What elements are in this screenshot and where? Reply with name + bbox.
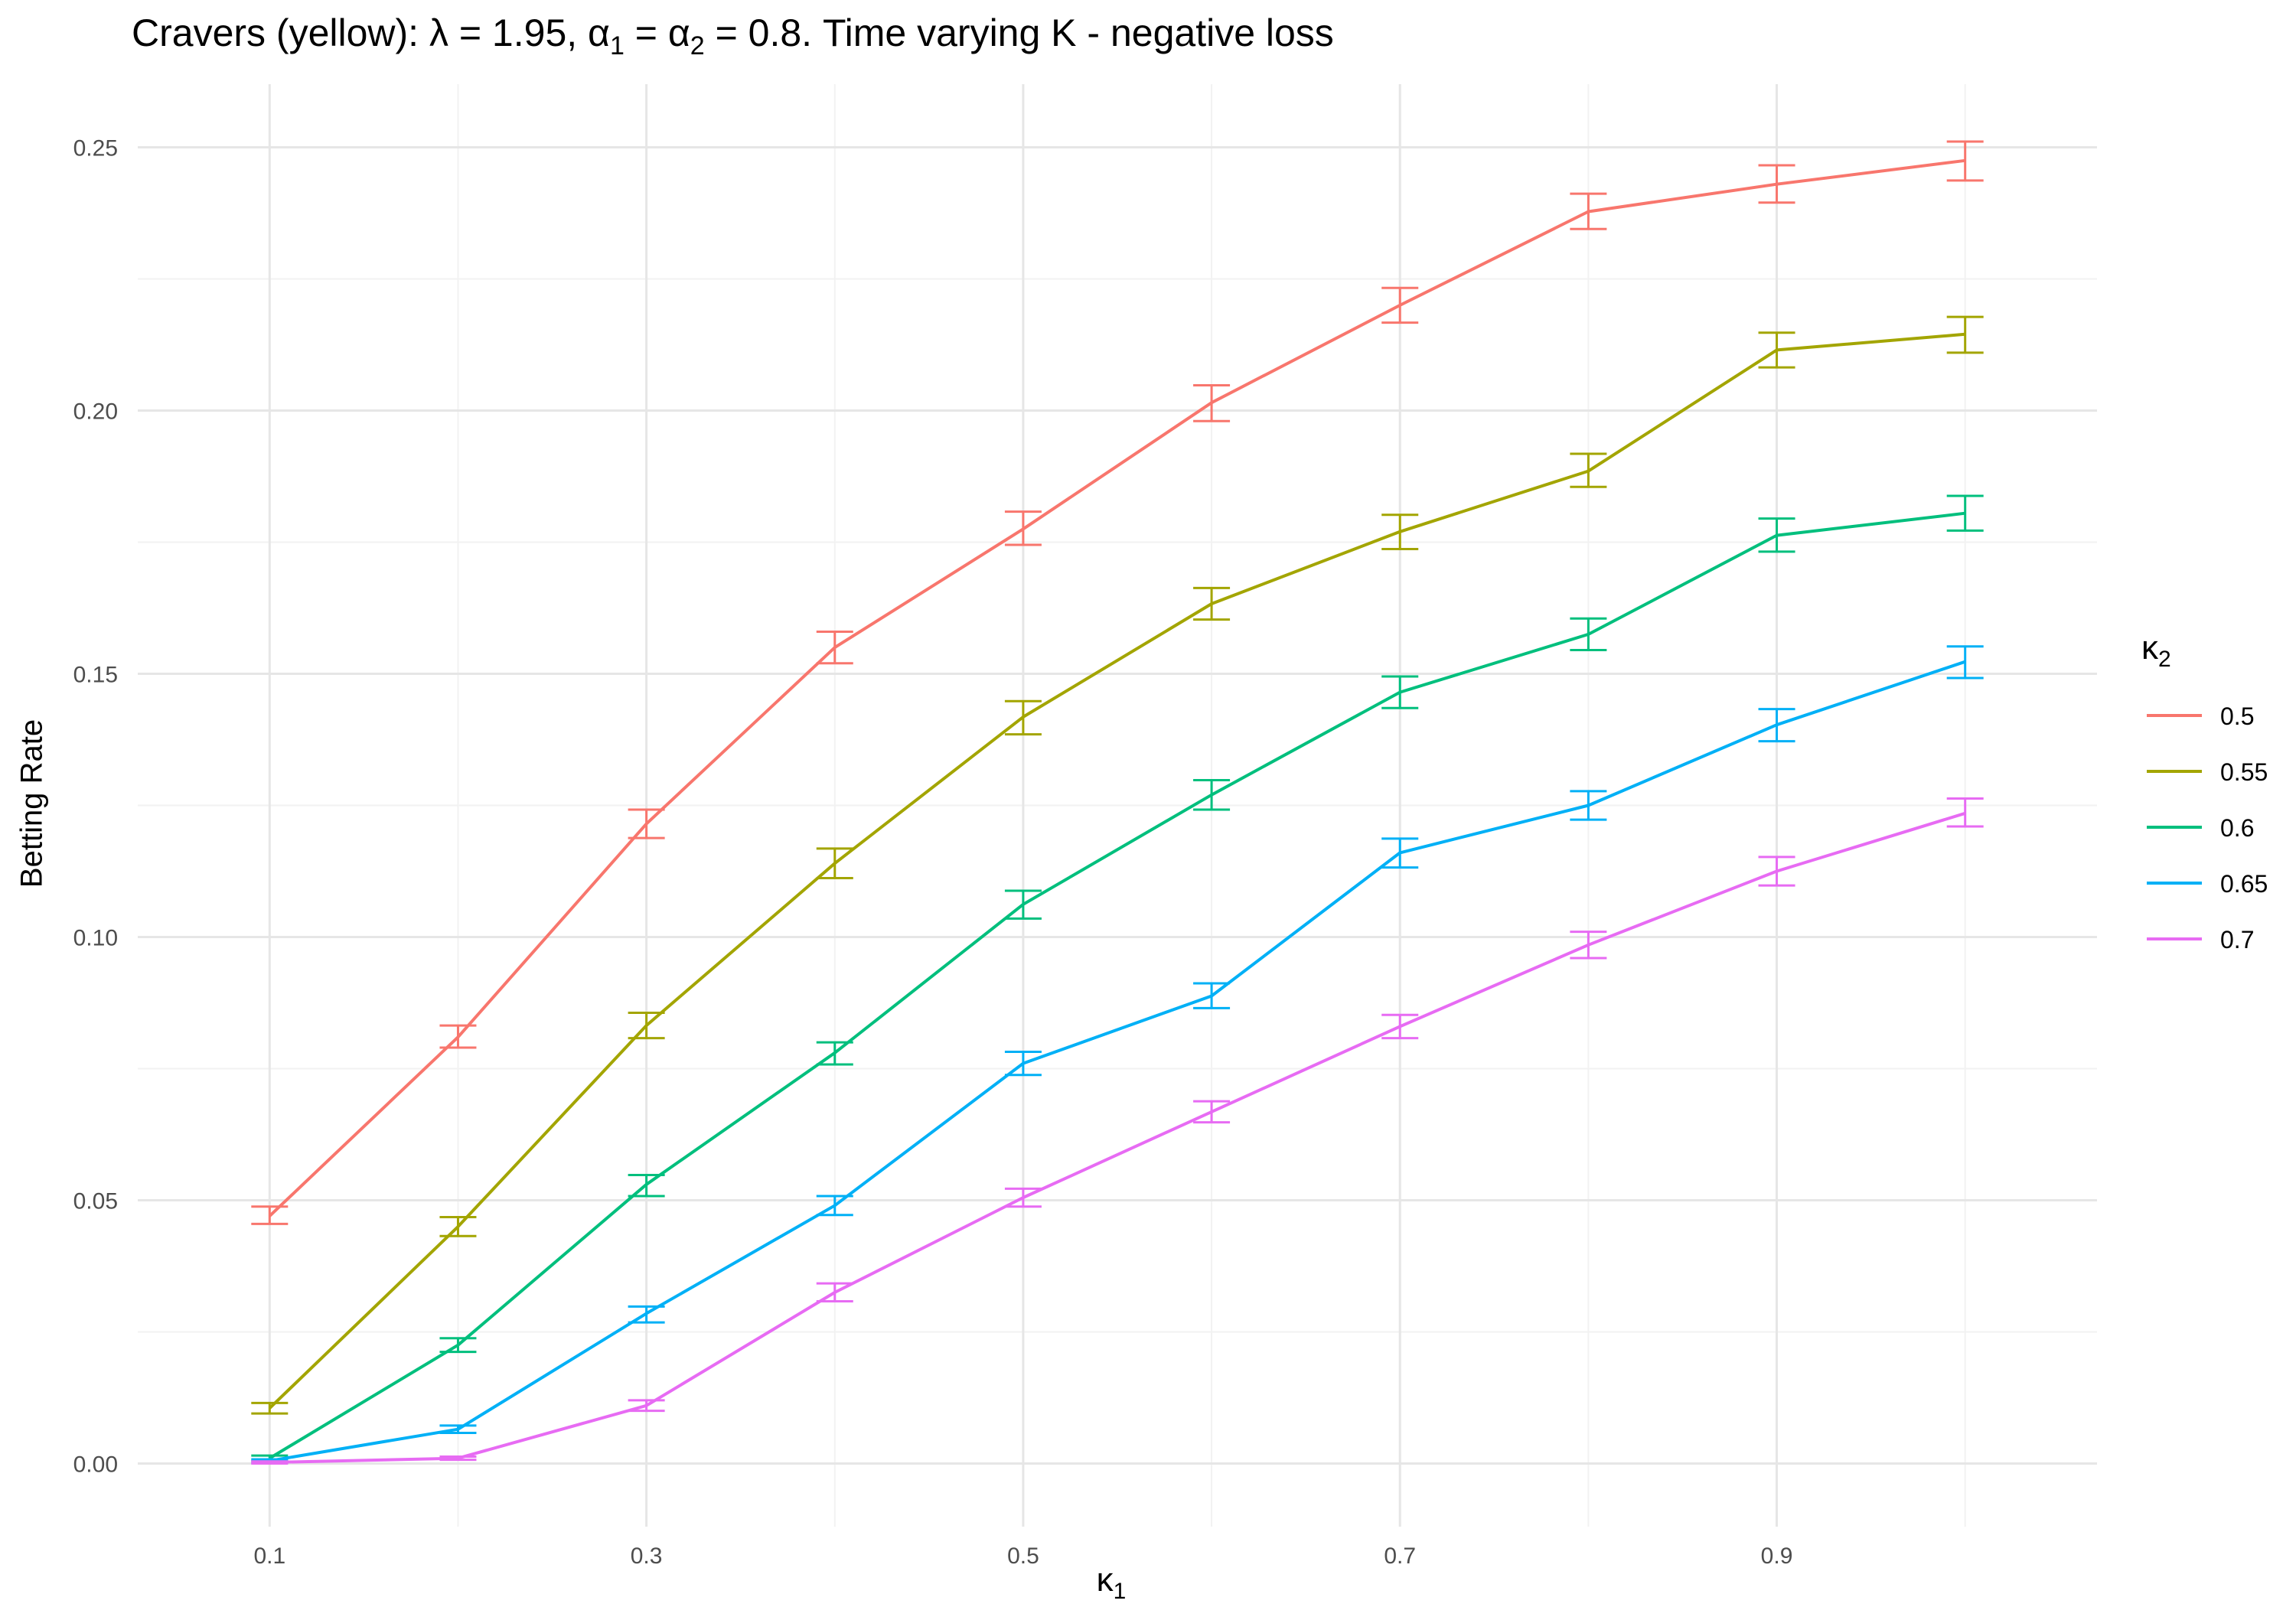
series-line (268, 332, 1965, 1410)
y-tick-label: 0.25 (73, 136, 118, 161)
series-group (251, 140, 1984, 1465)
legend-label: 0.55 (2220, 758, 2268, 786)
series-0-6 (251, 494, 1984, 1462)
grid-lines (138, 84, 2097, 1527)
y-tick-label: 0.00 (73, 1452, 118, 1477)
series-line (268, 158, 1965, 1217)
y-tick-label: 0.10 (73, 925, 118, 950)
series-0-7 (251, 797, 1984, 1465)
series-line (269, 660, 1966, 1462)
x-axis-label: κ1 (1096, 1561, 1127, 1604)
series-0-55 (251, 315, 1984, 1415)
x-tick-label: 0.7 (1384, 1543, 1416, 1569)
y-tick-label: 0.15 (73, 663, 118, 688)
y-tick-label: 0.20 (73, 399, 118, 425)
series-0-5 (251, 140, 1984, 1225)
series-0-65 (251, 645, 1984, 1465)
series-line (269, 511, 1965, 1460)
chart-title: Cravers (yellow): λ = 1.95, α1 = α2 = 0.… (132, 11, 1334, 60)
legend-title: κ2 (2141, 629, 2171, 672)
x-tick-label: 0.3 (631, 1543, 663, 1569)
x-tick-label: 0.5 (1007, 1543, 1039, 1569)
legend-label: 0.5 (2220, 702, 2254, 730)
legend-label: 0.7 (2220, 926, 2254, 953)
y-tick-label: 0.05 (73, 1188, 118, 1214)
axis-ticks: 0.00 0.05 0.10 0.15 0.20 0.25 0.1 0.3 0.5 0.7 0.9 (73, 136, 1793, 1569)
series-line (269, 811, 1966, 1465)
legend-label: 0.6 (2220, 814, 2254, 842)
x-tick-label: 0.9 (1761, 1543, 1793, 1569)
legend: 0.5 0.55 0.6 0.65 0.7 (2147, 702, 2268, 953)
legend-label: 0.65 (2220, 870, 2268, 898)
x-tick-label: 0.1 (253, 1543, 285, 1569)
